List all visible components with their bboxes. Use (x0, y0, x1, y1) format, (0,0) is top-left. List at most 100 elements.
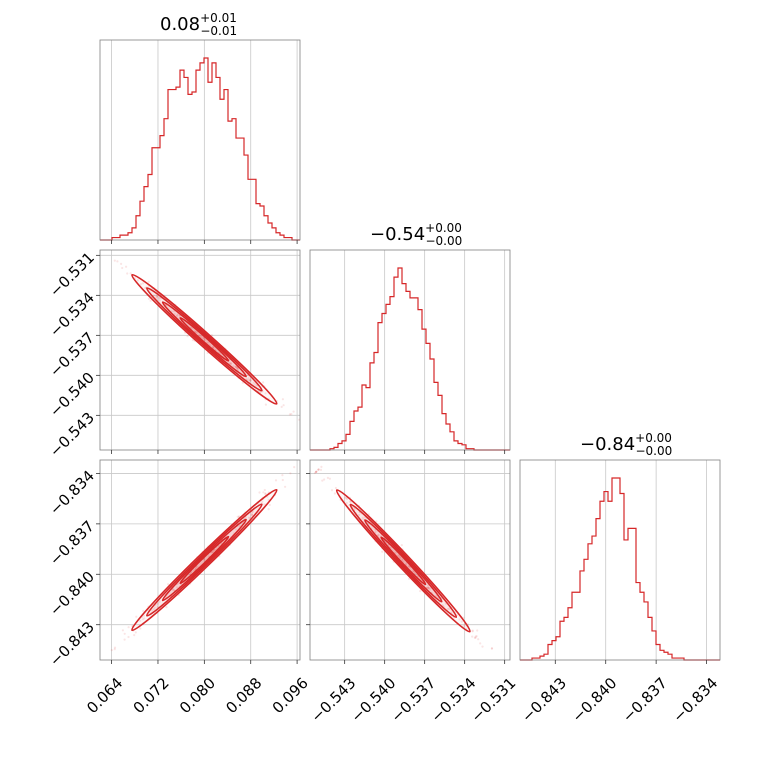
panel-title-0: 0.08+0.01 −0.01 (160, 11, 237, 38)
sample-point (175, 315, 179, 318)
sample-point (284, 485, 287, 488)
sample-point (249, 379, 252, 382)
sample-point (428, 588, 431, 591)
sample-point (471, 635, 474, 638)
contour-level-2 (145, 287, 263, 392)
sample-point (358, 513, 361, 517)
sample-point (471, 629, 474, 632)
sample-point (172, 589, 175, 592)
sample-point (288, 413, 291, 416)
x-tick-label: 0.088 (222, 674, 265, 717)
sample-point (153, 606, 156, 609)
sample-point (317, 468, 320, 471)
sample-point (167, 583, 170, 586)
panel-frame (99, 459, 301, 661)
sample-point (321, 479, 324, 482)
sample-point (419, 590, 422, 593)
histogram-panel-1: −0.54+0.00 −0.00 (309, 221, 511, 454)
sample-point (262, 381, 265, 384)
sample-point (377, 533, 380, 536)
x-tick-label: −0.531 (467, 674, 519, 726)
contour-level-2 (349, 503, 458, 619)
sample-point (280, 405, 283, 408)
sample-point (330, 489, 334, 492)
scatter-panel-2-1 (306, 459, 511, 664)
sample-point (156, 602, 159, 605)
panel-title-2: −0.84+0.00 −0.00 (580, 431, 672, 458)
title-minus-error: −0.01 (200, 24, 237, 38)
sample-point (252, 381, 255, 384)
contour-level-1 (131, 273, 278, 405)
sample-point (139, 283, 143, 286)
sample-point (238, 525, 241, 528)
sample-point (408, 577, 411, 580)
sample-point (261, 500, 264, 503)
sample-point (460, 620, 463, 623)
title-plus-error: +0.00 (635, 431, 672, 445)
sample-point (210, 334, 214, 337)
sample-point (234, 365, 237, 368)
sample-point (362, 518, 365, 521)
contour-level-4 (179, 535, 230, 585)
histogram-step-line (310, 267, 510, 451)
sample-point (134, 631, 137, 634)
sample-point (113, 259, 116, 262)
sample-point (126, 272, 129, 275)
sample-point (263, 503, 266, 506)
contour-level-3 (161, 301, 247, 378)
sample-point (155, 295, 158, 298)
title-plus-error: +0.00 (425, 221, 462, 235)
sample-point (247, 378, 250, 382)
y-tick-label: −0.837 (46, 517, 98, 569)
sample-point (263, 488, 266, 492)
sample-point (250, 513, 254, 516)
sample-point (345, 501, 348, 505)
sample-point (113, 646, 117, 649)
sample-point (229, 362, 233, 365)
sample-point (212, 345, 215, 348)
title-minus-error: −0.00 (635, 444, 672, 458)
sample-point (234, 528, 237, 531)
sample-point (186, 335, 189, 338)
contour-level-2 (145, 503, 263, 617)
sample-point (236, 367, 239, 370)
sample-point (267, 498, 270, 501)
sample-point (353, 507, 356, 511)
sample-point (245, 377, 248, 380)
sample-point (344, 496, 347, 499)
sample-point (213, 548, 216, 551)
sample-point (198, 334, 201, 337)
x-tick-label: −0.837 (619, 674, 671, 726)
sample-point (413, 571, 417, 574)
sample-point (149, 299, 152, 302)
panel-frame (99, 249, 301, 451)
sample-point (141, 618, 144, 621)
sample-point (156, 606, 159, 609)
sample-point (490, 647, 493, 650)
sample-point (313, 471, 316, 475)
sample-point (194, 567, 197, 570)
panel-frame (519, 459, 721, 661)
sample-point (398, 554, 401, 558)
sample-point (290, 413, 293, 416)
sample-point (125, 265, 128, 268)
sample-point (238, 515, 241, 518)
sample-point (142, 614, 145, 617)
sample-point (264, 392, 267, 395)
sample-point (348, 500, 351, 503)
title-value: −0.84 (580, 434, 635, 455)
sample-point (323, 478, 326, 481)
contour-level-3 (364, 519, 443, 603)
y-tick-label: −0.843 (46, 618, 98, 670)
sample-point (477, 638, 480, 641)
sample-point (143, 617, 146, 620)
sample-point (158, 299, 161, 302)
sample-point (293, 466, 296, 469)
sample-point (251, 511, 254, 514)
sample-point (175, 314, 178, 317)
sample-point (147, 280, 150, 283)
sample-point (264, 403, 267, 406)
sample-point (253, 383, 256, 386)
sample-point (397, 554, 400, 557)
